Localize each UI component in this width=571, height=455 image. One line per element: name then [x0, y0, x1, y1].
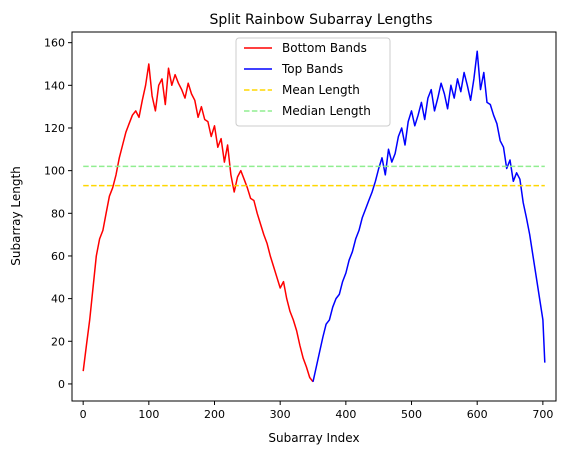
x-tick-label: 600: [467, 408, 488, 421]
y-tick-label: 20: [51, 335, 65, 348]
legend-label-bottom-bands: Bottom Bands: [282, 41, 367, 55]
legend-label-median-length: Median Length: [282, 104, 371, 118]
x-tick-label: 700: [532, 408, 553, 421]
x-axis-title: Subarray Index: [268, 431, 359, 445]
y-tick-label: 80: [51, 207, 65, 220]
plot-frame: [71, 31, 557, 402]
y-tick-label: 0: [58, 378, 65, 391]
y-tick-label: 140: [44, 79, 65, 92]
plot-lines: [82, 50, 546, 383]
x-axis: 0 100 200 300 400 500 600 700: [80, 401, 553, 421]
y-axis: 0 20 40 60 80 100 120 140 160: [44, 37, 72, 391]
y-axis-title: Subarray Length: [9, 166, 23, 266]
chart-title: Split Rainbow Subarray Lengths: [210, 12, 433, 28]
x-tick-label: 400: [335, 408, 356, 421]
legend: Bottom Bands Top Bands Mean Length Median L…: [235, 37, 391, 127]
y-tick-label: 160: [44, 37, 65, 50]
series-line-bottom-bands: [82, 63, 314, 383]
x-tick-label: 0: [80, 408, 87, 421]
legend-label-mean-length: Mean Length: [282, 83, 360, 97]
y-tick-label: 60: [51, 250, 65, 263]
y-tick-label: 120: [44, 122, 65, 135]
legend-box: [235, 37, 391, 127]
x-tick-label: 100: [138, 408, 159, 421]
x-tick-label: 500: [401, 408, 422, 421]
x-tick-label: 300: [270, 408, 291, 421]
legend-label-top-bands: Top Bands: [281, 62, 343, 76]
x-tick-label: 200: [204, 408, 225, 421]
y-tick-label: 40: [51, 293, 65, 306]
y-tick-label: 100: [44, 165, 65, 178]
